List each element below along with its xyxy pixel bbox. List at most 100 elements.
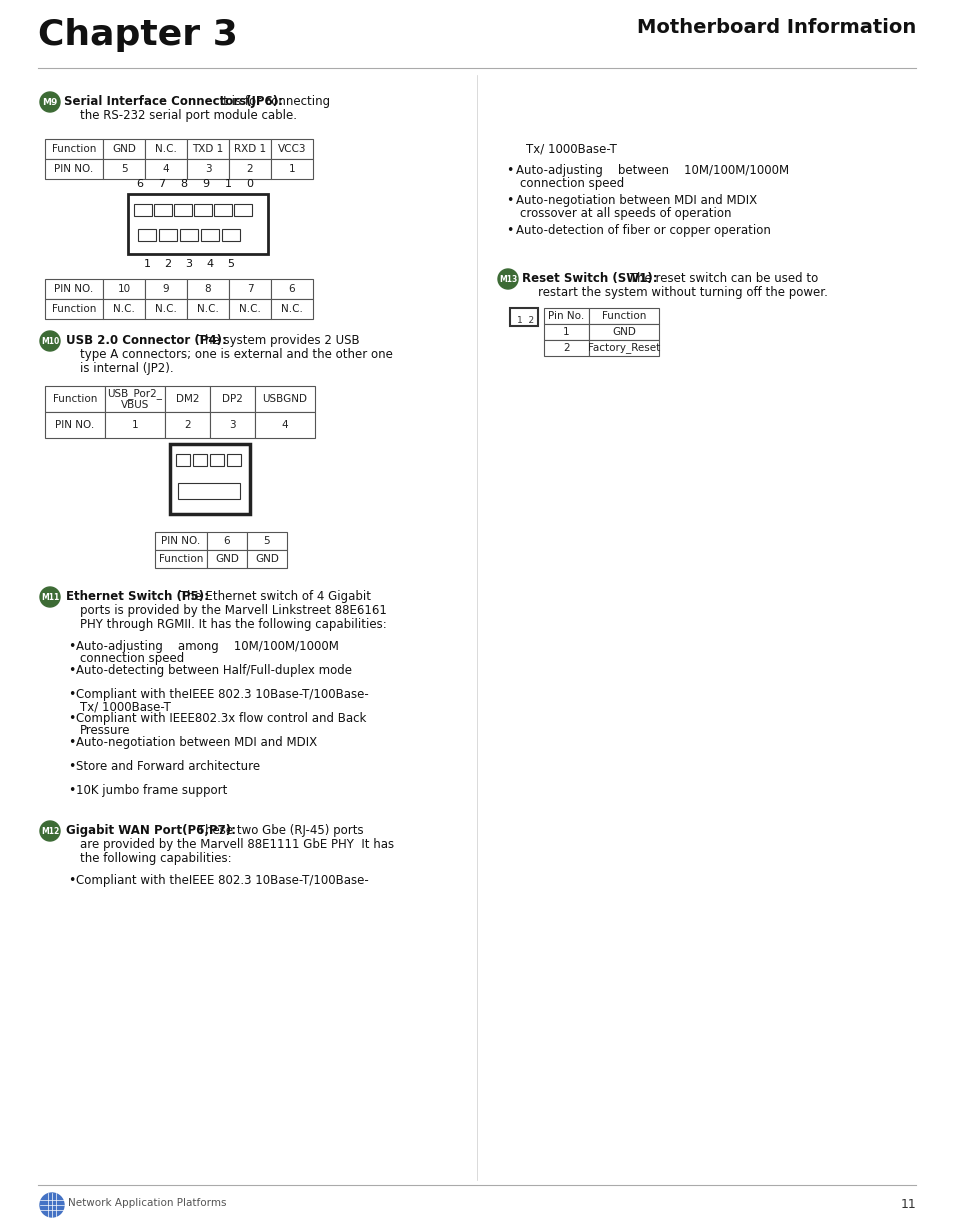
Text: It is for connecting: It is for connecting — [215, 95, 330, 108]
Text: crossover at all speeds of operation: crossover at all speeds of operation — [519, 208, 731, 220]
Text: Compliant with IEEE802.3x flow control and Back: Compliant with IEEE802.3x flow control a… — [76, 712, 366, 725]
Text: USBGND: USBGND — [262, 394, 307, 404]
Circle shape — [40, 587, 60, 607]
Text: 4: 4 — [206, 259, 213, 269]
Bar — [233, 204, 252, 216]
Bar — [207, 532, 247, 550]
Bar — [145, 298, 187, 319]
Text: 1  2: 1 2 — [517, 316, 534, 325]
Text: Tx/ 1000Base-T: Tx/ 1000Base-T — [80, 700, 171, 713]
Bar — [138, 228, 156, 241]
Bar — [207, 550, 247, 569]
Text: Auto-detecting between Half/Full-duplex mode: Auto-detecting between Half/Full-duplex … — [76, 664, 352, 677]
Text: 9: 9 — [163, 284, 169, 293]
Bar — [145, 139, 187, 158]
Bar — [543, 340, 588, 356]
Bar — [588, 340, 659, 356]
Text: ports is provided by the Marvell Linkstreet 88E6161: ports is provided by the Marvell Linkstr… — [80, 604, 387, 616]
Bar — [187, 139, 229, 158]
Text: •: • — [68, 736, 75, 749]
Text: 10K jumbo frame support: 10K jumbo frame support — [76, 783, 227, 797]
Bar — [254, 386, 314, 413]
Text: N.C.: N.C. — [281, 305, 303, 314]
Bar — [128, 194, 268, 254]
Text: •: • — [505, 165, 513, 177]
Bar — [133, 204, 152, 216]
Bar — [271, 158, 313, 179]
Bar — [154, 550, 207, 569]
Text: 3: 3 — [185, 259, 193, 269]
Bar — [103, 298, 145, 319]
Text: the RS-232 serial port module cable.: the RS-232 serial port module cable. — [80, 109, 296, 122]
Bar — [227, 454, 241, 465]
Text: GND: GND — [214, 554, 238, 564]
Bar — [45, 158, 103, 179]
Bar — [271, 279, 313, 298]
Bar — [229, 279, 271, 298]
Text: 8: 8 — [205, 284, 212, 293]
Text: 3: 3 — [229, 420, 235, 430]
Bar — [193, 454, 207, 465]
Text: TXD 1: TXD 1 — [193, 144, 223, 154]
Text: 1: 1 — [132, 420, 138, 430]
Bar — [229, 139, 271, 158]
Text: Compliant with theIEEE 802.3 10Base-T/100Base-: Compliant with theIEEE 802.3 10Base-T/10… — [76, 874, 369, 887]
Circle shape — [40, 1192, 64, 1217]
Text: Auto-adjusting    among    10M/100M/1000M: Auto-adjusting among 10M/100M/1000M — [76, 640, 338, 653]
Text: Auto-adjusting    between    10M/100M/1000M: Auto-adjusting between 10M/100M/1000M — [516, 165, 788, 177]
Bar — [145, 158, 187, 179]
Bar — [153, 204, 172, 216]
Text: M10: M10 — [41, 336, 59, 345]
Text: 6: 6 — [289, 284, 295, 293]
Bar — [180, 228, 198, 241]
Text: Function: Function — [158, 554, 203, 564]
Text: RXD 1: RXD 1 — [233, 144, 266, 154]
Bar — [45, 279, 103, 298]
Bar — [187, 298, 229, 319]
Text: Factory_Reset: Factory_Reset — [587, 343, 659, 354]
Bar — [178, 483, 240, 499]
Bar — [45, 386, 105, 413]
Text: •: • — [68, 664, 75, 677]
Bar — [145, 279, 187, 298]
Bar — [543, 324, 588, 340]
Bar — [247, 550, 287, 569]
Bar — [159, 228, 177, 241]
Bar — [510, 308, 537, 325]
Text: 3: 3 — [205, 165, 212, 174]
Text: Reset Switch (SW1):: Reset Switch (SW1): — [521, 271, 657, 285]
Text: N.C.: N.C. — [155, 305, 176, 314]
Bar — [210, 413, 254, 438]
Text: 5: 5 — [121, 165, 127, 174]
Text: connection speed: connection speed — [80, 652, 184, 666]
Bar — [154, 532, 207, 550]
Text: DM2: DM2 — [175, 394, 199, 404]
Bar — [103, 279, 145, 298]
Bar — [45, 413, 105, 438]
Text: 4: 4 — [163, 165, 169, 174]
Circle shape — [40, 332, 60, 351]
Text: 1: 1 — [224, 179, 232, 189]
Text: The system provides 2 USB: The system provides 2 USB — [193, 334, 359, 348]
Text: Network Application Platforms: Network Application Platforms — [68, 1199, 226, 1208]
Text: 6: 6 — [136, 179, 143, 189]
Text: 2: 2 — [164, 259, 172, 269]
Text: The reset switch can be used to: The reset switch can be used to — [625, 271, 818, 285]
Text: Pressure: Pressure — [80, 725, 131, 737]
Bar — [222, 228, 240, 241]
Text: Auto-negotiation between MDI and MDIX: Auto-negotiation between MDI and MDIX — [76, 736, 316, 749]
Text: Serial Interface Connectors(JP6):: Serial Interface Connectors(JP6): — [64, 95, 283, 108]
Text: Chapter 3: Chapter 3 — [38, 18, 237, 52]
Text: 1: 1 — [289, 165, 295, 174]
Text: N.C.: N.C. — [155, 144, 176, 154]
Text: •: • — [505, 194, 513, 208]
Text: Function: Function — [601, 311, 645, 321]
Text: GND: GND — [254, 554, 278, 564]
Text: Gigabit WAN Port(P6,P7):: Gigabit WAN Port(P6,P7): — [66, 824, 235, 837]
Text: PIN NO.: PIN NO. — [54, 165, 93, 174]
Bar — [170, 445, 250, 515]
Bar — [105, 413, 165, 438]
Bar — [105, 386, 165, 413]
Bar — [165, 413, 210, 438]
Text: 0: 0 — [246, 179, 253, 189]
